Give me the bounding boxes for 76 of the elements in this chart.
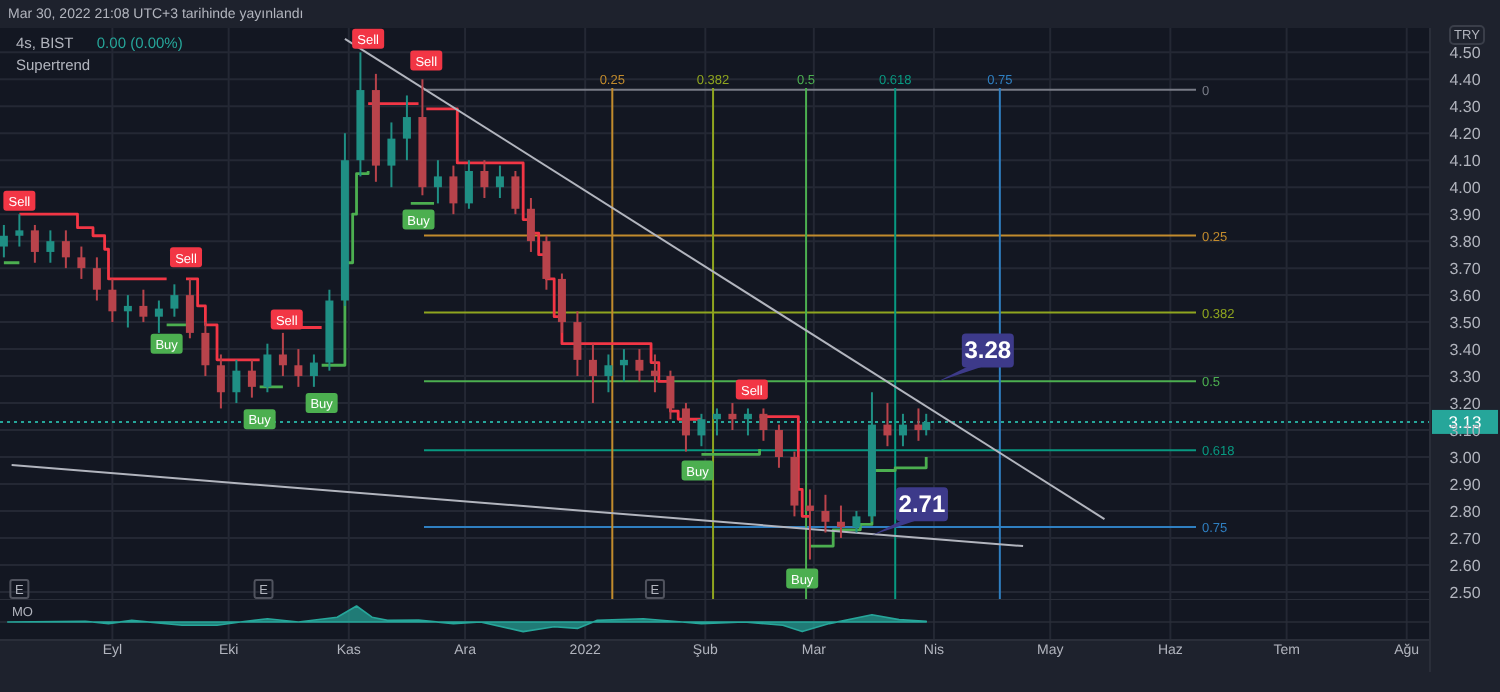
y-tick-label: 2.50 bbox=[1449, 583, 1482, 602]
candlestick bbox=[836, 504, 845, 539]
y-tick-label: 3.90 bbox=[1449, 206, 1482, 225]
y-tick-label: 3.70 bbox=[1449, 260, 1482, 279]
candlestick bbox=[61, 229, 70, 270]
candlestick bbox=[759, 407, 768, 442]
candlestick bbox=[480, 159, 489, 199]
y-tick-label: 4.10 bbox=[1449, 152, 1482, 171]
candlestick bbox=[619, 348, 628, 383]
candlestick bbox=[821, 493, 830, 534]
candlestick bbox=[604, 353, 613, 394]
candlestick bbox=[557, 272, 566, 334]
candlestick bbox=[526, 196, 535, 253]
candlestick bbox=[573, 310, 582, 378]
candlestick bbox=[774, 423, 783, 469]
candlestick bbox=[201, 321, 210, 378]
annotation: 3.28 bbox=[964, 336, 1012, 365]
candlestick bbox=[635, 348, 644, 383]
candlestick bbox=[495, 164, 504, 199]
candlestick bbox=[743, 407, 752, 437]
candlestick bbox=[402, 94, 411, 162]
candlestick bbox=[922, 412, 931, 437]
candlestick bbox=[666, 369, 675, 421]
candlestick bbox=[681, 402, 690, 453]
y-tick-label: 2.70 bbox=[1449, 529, 1482, 548]
candlestick bbox=[309, 353, 318, 388]
y-tick-label: 2.60 bbox=[1449, 556, 1482, 575]
candlestick bbox=[108, 277, 117, 324]
candlestick bbox=[883, 402, 892, 448]
candlestick bbox=[139, 288, 148, 324]
y-tick-label: 2.80 bbox=[1449, 502, 1482, 521]
candlestick bbox=[170, 283, 179, 318]
y-tick-label: 3.40 bbox=[1449, 341, 1482, 360]
y-tick-label: 3.80 bbox=[1449, 233, 1482, 252]
candlestick bbox=[449, 164, 458, 216]
candlestick bbox=[712, 407, 721, 437]
candlestick bbox=[154, 299, 163, 334]
y-tick-label: 3.20 bbox=[1449, 395, 1482, 414]
candlestick bbox=[30, 223, 39, 264]
y-tick-label: 2.90 bbox=[1449, 475, 1482, 494]
candlestick bbox=[0, 223, 8, 259]
candlestick bbox=[898, 412, 907, 448]
candlestick bbox=[247, 358, 256, 399]
y-tick-label: 3.30 bbox=[1449, 368, 1482, 387]
candlestick bbox=[511, 170, 520, 216]
candlestick bbox=[697, 412, 706, 448]
y-tick-label: 4.50 bbox=[1449, 44, 1482, 63]
y-tick-label: 3.60 bbox=[1449, 287, 1482, 306]
candlestick bbox=[387, 121, 396, 189]
y-tick-label: 4.30 bbox=[1449, 98, 1482, 117]
y-tick-label: 4.40 bbox=[1449, 71, 1482, 90]
candlestick bbox=[185, 277, 194, 340]
candlestick bbox=[263, 342, 272, 394]
y-tick-label: 4.20 bbox=[1449, 125, 1482, 144]
candlestick bbox=[464, 159, 473, 210]
y-tick-label: 3.00 bbox=[1449, 449, 1482, 467]
annotation: 2.71 bbox=[898, 490, 946, 519]
candlestick bbox=[15, 213, 24, 248]
candlestick bbox=[294, 348, 303, 388]
candlestick bbox=[650, 353, 659, 394]
candlestick bbox=[123, 294, 132, 329]
candlestick bbox=[77, 245, 86, 280]
candlestick bbox=[728, 402, 737, 432]
candlestick bbox=[216, 353, 225, 410]
candlestick bbox=[278, 331, 287, 378]
y-tick-label: 3.50 bbox=[1449, 314, 1482, 333]
candlestick bbox=[92, 256, 101, 302]
y-tick-label: 4.00 bbox=[1449, 179, 1482, 198]
candlestick bbox=[46, 229, 55, 264]
candlestick bbox=[232, 358, 241, 405]
candlestick bbox=[852, 509, 861, 534]
candlestick bbox=[433, 159, 442, 205]
candlestick bbox=[914, 407, 923, 442]
candlestick bbox=[805, 488, 814, 561]
candlestick bbox=[542, 234, 551, 291]
candlestick bbox=[588, 342, 597, 405]
